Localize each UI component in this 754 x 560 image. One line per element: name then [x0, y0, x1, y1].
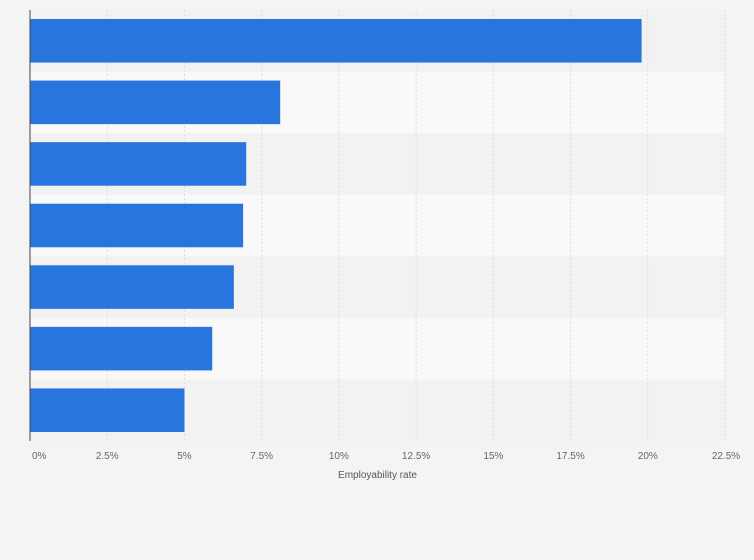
x-tick-label: 22.5%	[712, 451, 740, 462]
x-tick-label: 12.5%	[402, 451, 430, 462]
x-tick-label: 0%	[32, 451, 47, 462]
x-tick-label: 15%	[483, 451, 503, 462]
bar	[30, 19, 642, 63]
bar	[30, 80, 281, 125]
bar	[30, 265, 234, 309]
x-axis-ticks: 0% 2.5% 5% 7.5% 10% 12.5% 15% 17.5% 20% 22.5%	[32, 451, 740, 462]
bar	[30, 203, 244, 248]
x-tick-label: 2.5%	[96, 451, 119, 462]
x-tick-label: 7.5%	[250, 451, 273, 462]
x-tick-label: 10%	[329, 451, 349, 462]
bars	[30, 19, 642, 432]
x-tick-label: 5%	[177, 451, 192, 462]
x-axis-title: Employability rate	[338, 470, 417, 481]
x-tick-label: 17.5%	[556, 451, 584, 462]
bar	[30, 388, 185, 432]
bar	[30, 326, 213, 371]
x-tick-label: 20%	[638, 451, 658, 462]
bar	[30, 142, 247, 186]
